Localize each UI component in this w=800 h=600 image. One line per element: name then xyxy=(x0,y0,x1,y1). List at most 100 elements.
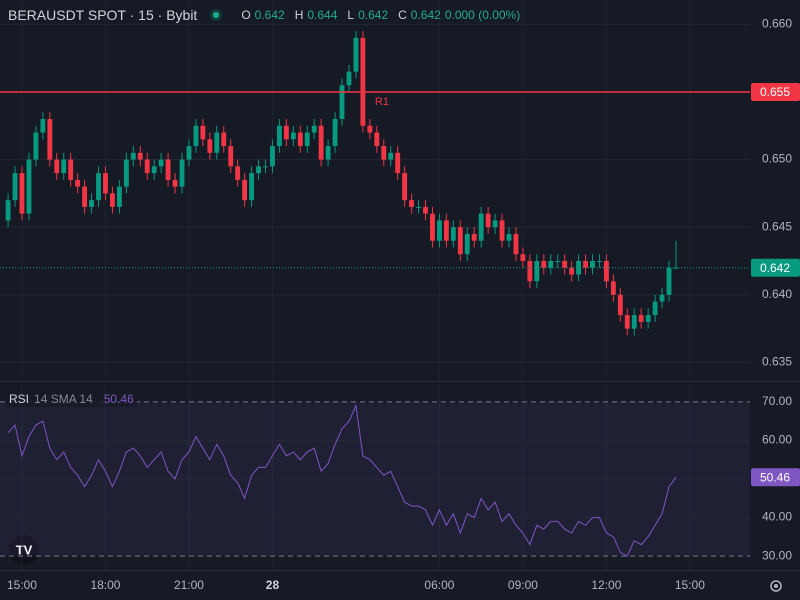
level-box xyxy=(751,82,800,101)
candle-body xyxy=(137,152,143,160)
y-tick-label: 0.645 xyxy=(762,219,792,233)
x-tick-label: 28 xyxy=(266,578,280,592)
candle-body xyxy=(214,132,220,153)
candle-body xyxy=(402,173,408,201)
candle-body xyxy=(548,260,554,268)
x-tick-label: 06:00 xyxy=(424,578,454,592)
candle-body xyxy=(186,146,192,160)
y-tick-label: 60.00 xyxy=(762,433,792,447)
candle-body xyxy=(436,220,442,241)
candle-body xyxy=(464,233,470,255)
x-tick-label: 18:00 xyxy=(90,578,120,592)
candle-body xyxy=(235,166,241,180)
candle-body xyxy=(506,233,512,241)
y-tick-label: 70.00 xyxy=(762,394,792,408)
y-tick-label: 0.660 xyxy=(762,17,792,31)
candle-body xyxy=(569,267,575,275)
candle-body xyxy=(388,152,394,160)
candle-body xyxy=(242,179,248,201)
candle-body xyxy=(527,260,533,282)
rsi-title: RSI xyxy=(9,392,30,406)
candle-body xyxy=(610,281,616,295)
candle-body xyxy=(666,267,672,295)
rsi-value-box xyxy=(751,468,800,487)
candle-body xyxy=(555,260,561,262)
candle-body xyxy=(617,294,623,316)
candle-body xyxy=(304,132,310,147)
change-value: 0.000 (0.00%) xyxy=(444,8,521,22)
candle-body xyxy=(207,139,213,153)
candle-body xyxy=(144,159,150,174)
candle-body xyxy=(82,186,88,207)
candle-body xyxy=(450,227,456,241)
candle-body xyxy=(325,146,331,160)
y-tick-label: 0.635 xyxy=(762,355,792,369)
candle-body xyxy=(645,315,651,322)
candle-body xyxy=(221,132,227,147)
legend-header: BERAUSDT SPOT · 15 · Bybit O 0.642 H 0.644… xyxy=(8,7,520,23)
candle-body xyxy=(311,125,317,133)
symbol-title: BERAUSDT SPOT · 15 · Bybit xyxy=(8,7,198,23)
candle-body xyxy=(165,159,171,180)
candle-body xyxy=(123,159,129,187)
candle-body xyxy=(346,71,352,86)
candle-body xyxy=(353,37,359,72)
x-tick-label: 21:00 xyxy=(174,578,204,592)
candle-body xyxy=(374,132,380,147)
ohlc-key: O xyxy=(241,8,251,22)
candle-body xyxy=(541,260,547,268)
candle-body xyxy=(26,159,32,214)
candle-body xyxy=(631,315,637,329)
candle-body xyxy=(381,146,387,160)
candle-body xyxy=(249,173,255,201)
settings-icon[interactable] xyxy=(770,580,782,592)
candle-body xyxy=(360,37,366,126)
candle-body xyxy=(109,193,115,207)
candle-body xyxy=(513,233,519,255)
x-tick-label: 12:00 xyxy=(591,578,621,592)
ohlc-key: H xyxy=(294,8,304,22)
candle-body xyxy=(263,166,268,168)
y-tick-label: 40.00 xyxy=(762,510,792,524)
rsi-legend: RSI 14 SMA 14 50.46 xyxy=(6,391,137,407)
candle-body xyxy=(416,206,421,208)
level-label: 0.655 xyxy=(760,85,790,99)
candle-body xyxy=(33,132,39,160)
level-name: R1 xyxy=(375,96,389,108)
ohlc-value: 0.642 xyxy=(358,8,389,22)
ohlc-key: C xyxy=(398,8,407,22)
candle-body xyxy=(283,125,289,140)
candle-body xyxy=(276,125,282,147)
candle-body xyxy=(297,132,303,147)
candle-body xyxy=(443,220,449,241)
candle-body xyxy=(96,173,101,201)
candle-body xyxy=(193,125,199,147)
ohlc-value: 0.642 xyxy=(410,8,441,22)
candle-body xyxy=(19,173,25,214)
candle-body xyxy=(603,260,609,282)
candle-body xyxy=(624,315,630,329)
rsi-value-label: 50.46 xyxy=(760,470,790,484)
rsi-value: 50.46 xyxy=(103,392,134,406)
status-dot xyxy=(210,9,223,21)
svg-text:TV: TV xyxy=(16,542,33,557)
candle-body xyxy=(61,159,67,174)
candle-body xyxy=(47,119,53,160)
candle-body xyxy=(499,220,505,241)
candle-body xyxy=(597,260,602,262)
candle-body xyxy=(75,179,81,187)
candle-body xyxy=(68,159,74,180)
candle-body xyxy=(576,260,582,275)
candle-body xyxy=(151,166,157,174)
rsi-params: 14 SMA 14 xyxy=(34,392,93,406)
x-tick-label: 09:00 xyxy=(508,578,538,592)
last-price-label: 0.642 xyxy=(760,261,790,275)
y-tick-label: 0.640 xyxy=(762,287,792,301)
candle-body xyxy=(638,315,644,322)
ohlc-value: 0.644 xyxy=(307,8,338,22)
candle-body xyxy=(339,85,345,120)
candle-body xyxy=(423,206,428,214)
candle-body xyxy=(158,159,164,167)
candle-body xyxy=(520,254,526,261)
